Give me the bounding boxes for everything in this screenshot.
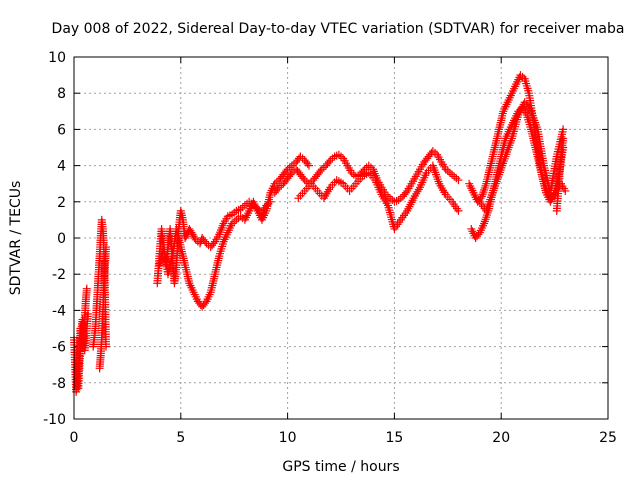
data-point bbox=[228, 210, 237, 219]
data-point bbox=[102, 243, 111, 252]
data-point bbox=[201, 237, 210, 246]
series-track-f bbox=[155, 152, 313, 311]
x-tick-label: 15 bbox=[385, 430, 403, 446]
y-tick-label: -10 bbox=[43, 412, 66, 428]
data-point bbox=[559, 134, 568, 143]
data-point bbox=[443, 167, 452, 176]
y-tick-label: 8 bbox=[57, 86, 66, 102]
y-tick-label: 0 bbox=[57, 231, 66, 247]
data-point bbox=[401, 188, 410, 197]
data-point bbox=[303, 159, 312, 168]
data-point bbox=[319, 163, 328, 172]
data-point bbox=[445, 168, 454, 177]
tick-layer: 0 5 10 15 20 25 -10 -8 -6 -4 -2 0 2 4 6 8 10 bbox=[43, 50, 617, 446]
data-point bbox=[337, 152, 345, 161]
chart-title: Day 008 of 2022, Sidereal Day-to-day VTE… bbox=[52, 21, 625, 37]
series-track-l bbox=[552, 134, 568, 215]
data-point bbox=[285, 163, 294, 172]
series-track-d bbox=[95, 243, 111, 373]
series-track-h bbox=[294, 161, 463, 233]
data-point bbox=[334, 150, 343, 159]
y-tick-label: -4 bbox=[52, 303, 66, 319]
data-point bbox=[316, 167, 325, 176]
plot-frame bbox=[73, 56, 609, 420]
data-point bbox=[561, 186, 570, 195]
data-point bbox=[364, 161, 373, 170]
series-track-g bbox=[270, 147, 463, 206]
data-point bbox=[454, 206, 463, 215]
y-tick-label: -8 bbox=[52, 376, 66, 392]
y-tick-label: 10 bbox=[48, 50, 66, 66]
data-point bbox=[474, 230, 483, 239]
data-point bbox=[304, 161, 313, 170]
data-point bbox=[390, 197, 399, 206]
mark-layer bbox=[70, 71, 570, 396]
data-point bbox=[394, 195, 403, 204]
data-point bbox=[232, 215, 241, 224]
data-point bbox=[452, 174, 461, 183]
y-tick-label: -6 bbox=[52, 340, 66, 356]
data-point bbox=[559, 125, 568, 134]
data-point bbox=[286, 170, 295, 179]
data-point bbox=[83, 310, 92, 319]
y-axis-label: SDTVAR / TECUs bbox=[8, 181, 24, 296]
data-point bbox=[273, 185, 282, 194]
data-point bbox=[454, 176, 463, 185]
y-tick-label: -2 bbox=[52, 267, 66, 283]
data-point bbox=[277, 181, 286, 190]
data-point bbox=[236, 212, 245, 221]
data-point bbox=[481, 181, 490, 190]
series-track-b bbox=[72, 310, 92, 393]
data-point bbox=[282, 167, 291, 176]
data-point bbox=[290, 159, 299, 168]
data-point bbox=[287, 161, 296, 170]
data-point bbox=[299, 174, 308, 183]
x-tick-label: 0 bbox=[70, 430, 79, 446]
data-point bbox=[182, 232, 191, 241]
data-point bbox=[448, 170, 457, 179]
series-track-c bbox=[89, 215, 111, 351]
data-point bbox=[480, 186, 489, 195]
series-track-e bbox=[153, 197, 275, 288]
data-point bbox=[236, 205, 245, 214]
data-point bbox=[430, 148, 439, 157]
y-tick-label: 4 bbox=[57, 159, 66, 175]
data-point bbox=[201, 299, 210, 308]
data-point bbox=[232, 206, 241, 215]
data-point bbox=[298, 154, 307, 163]
data-point bbox=[480, 183, 489, 192]
grid-layer bbox=[74, 57, 608, 419]
x-tick-label: 10 bbox=[279, 430, 297, 446]
x-axis-label: GPS time / hours bbox=[282, 459, 399, 475]
x-tick-label: 20 bbox=[492, 430, 510, 446]
data-point bbox=[478, 190, 487, 199]
x-tick-label: 25 bbox=[599, 430, 617, 446]
y-tick-label: 6 bbox=[57, 122, 66, 138]
y-tick-label: 2 bbox=[57, 195, 66, 211]
data-point bbox=[324, 157, 333, 166]
data-point bbox=[82, 284, 91, 293]
data-point bbox=[209, 239, 218, 248]
x-tick-label: 5 bbox=[176, 430, 185, 446]
data-point bbox=[450, 172, 459, 181]
